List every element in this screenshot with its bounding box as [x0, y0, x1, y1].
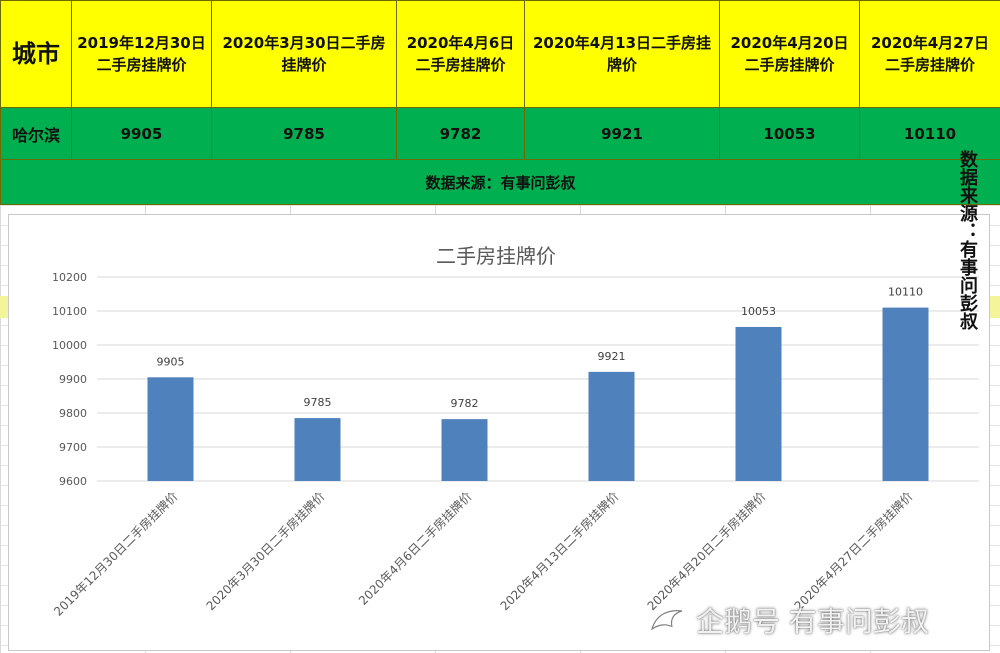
bar-series [147, 307, 929, 481]
date-header-cell[interactable]: 2019年12月30日二手房挂牌价 [71, 0, 212, 108]
price-cell[interactable]: 9782 [396, 107, 525, 160]
data-label: 10110 [888, 286, 923, 299]
data-label: 9785 [304, 396, 332, 409]
bar[interactable] [588, 371, 635, 481]
price-cell[interactable]: 10053 [719, 107, 860, 160]
table-row: 哈尔滨 9905 9785 9782 9921 10053 10110 [0, 107, 1000, 160]
date-header-cell[interactable]: 2020年4月20日二手房挂牌价 [719, 0, 860, 108]
data-label: 9905 [157, 355, 185, 368]
data-labels: 9905 9785 9782 9921 10053 10110 [157, 286, 924, 411]
bar[interactable] [882, 307, 929, 481]
bar[interactable] [147, 377, 194, 481]
y-tick-label: 10000 [52, 339, 87, 352]
bar[interactable] [735, 326, 782, 481]
cell-highlight-left [0, 296, 10, 318]
side-source-note: 数据来源：有事问彭叔 [957, 150, 978, 330]
y-tick-label: 10100 [52, 305, 87, 318]
data-label: 9921 [598, 350, 626, 363]
date-header-cell[interactable]: 2020年4月27日二手房挂牌价 [859, 0, 1000, 108]
date-header-cell[interactable]: 2020年4月6日二手房挂牌价 [396, 0, 525, 108]
cell-highlight-right [988, 296, 1000, 318]
price-cell[interactable]: 9905 [71, 107, 212, 160]
chart-title: 二手房挂牌价 [436, 244, 556, 268]
x-tick-label: 2020年4月13日二手房挂牌价 [497, 489, 622, 614]
x-tick-label: 2020年4月27日二手房挂牌价 [791, 489, 916, 614]
x-tick-label: 2020年3月30日二手房挂牌价 [203, 489, 328, 614]
y-axis: 9600 9700 9800 9900 10000 10100 10200 [52, 271, 87, 488]
y-tick-label: 10200 [52, 271, 87, 284]
price-cell[interactable]: 9785 [211, 107, 397, 160]
gridlines [97, 276, 979, 482]
watermark: 企鹅号 有事问彭叔 [648, 600, 929, 640]
chart-canvas: 二手房挂牌价 9600 9700 9800 9900 10000 10100 10200 9… [50, 244, 979, 619]
y-tick-label: 9900 [59, 373, 87, 386]
city-name-cell[interactable]: 哈尔滨 [0, 107, 72, 160]
bar[interactable] [441, 419, 488, 481]
table-header-row: 城市 2019年12月30日二手房挂牌价 2020年3月30日二手房挂牌价 20… [0, 0, 1000, 108]
x-tick-label: 2020年4月20日二手房挂牌价 [644, 489, 769, 614]
y-tick-label: 9800 [59, 407, 87, 420]
source-row: 数据来源：有事问彭叔 [0, 159, 1000, 205]
price-cell[interactable]: 9921 [524, 107, 720, 160]
x-tick-label: 2020年4月6日二手房挂牌价 [355, 489, 474, 608]
data-label: 9782 [451, 397, 479, 410]
bar-chart[interactable]: 二手房挂牌价 9600 9700 9800 9900 10000 10100 10200 9… [8, 214, 990, 651]
data-label: 10053 [741, 305, 776, 318]
x-tick-label: 2019年12月30日二手房挂牌价 [50, 489, 180, 619]
bar[interactable] [294, 418, 341, 481]
date-header-cell[interactable]: 2020年3月30日二手房挂牌价 [211, 0, 397, 108]
watermark-text: 企鹅号 有事问彭叔 [696, 605, 929, 638]
source-cell[interactable]: 数据来源：有事问彭叔 [0, 159, 1000, 205]
city-header-cell[interactable]: 城市 [0, 0, 72, 108]
price-cell[interactable]: 10110 [859, 107, 1000, 160]
penguin-logo-icon [650, 610, 685, 635]
y-tick-label: 9700 [59, 441, 87, 454]
price-table: 城市 2019年12月30日二手房挂牌价 2020年3月30日二手房挂牌价 20… [0, 0, 1000, 205]
y-tick-label: 9600 [59, 475, 87, 488]
date-header-cell[interactable]: 2020年4月13日二手房挂牌价 [524, 0, 720, 108]
